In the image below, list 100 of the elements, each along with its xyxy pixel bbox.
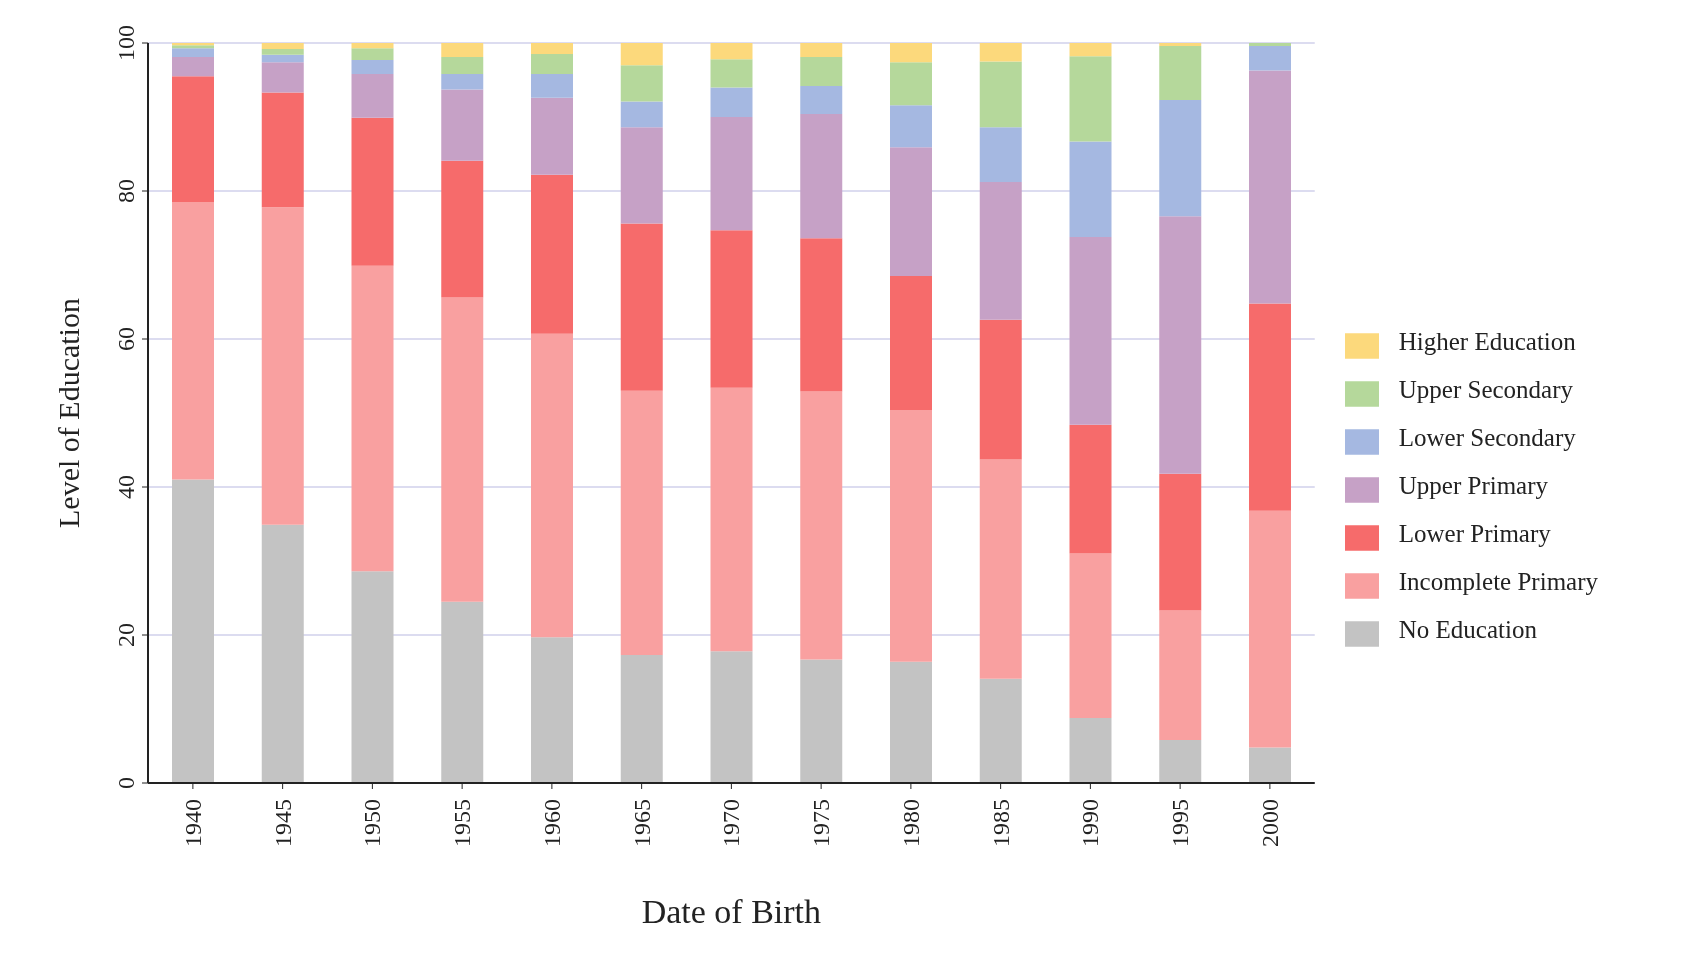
bar — [620, 390, 663, 655]
bar — [172, 48, 214, 58]
x-tick-label: 2000 — [1256, 799, 1283, 847]
bar — [890, 661, 932, 783]
bar — [710, 117, 753, 231]
bar — [890, 276, 932, 411]
bar — [351, 43, 394, 49]
bar — [172, 57, 214, 77]
bar — [710, 59, 753, 88]
bar — [172, 202, 214, 480]
bar — [1249, 510, 1291, 748]
x-tick-label: 1985 — [987, 799, 1014, 847]
x-tick-label: 1970 — [718, 799, 745, 847]
bar — [620, 101, 663, 128]
bar — [351, 117, 394, 266]
bar — [800, 43, 843, 58]
bar — [351, 265, 394, 572]
bar — [1249, 747, 1291, 783]
bar — [441, 43, 484, 58]
bar — [172, 76, 214, 203]
bar — [531, 97, 573, 175]
x-tick-label: 1940 — [179, 799, 206, 847]
bar — [710, 387, 753, 652]
bar — [890, 105, 932, 148]
y-axis-title: Level of Education — [51, 298, 85, 528]
bar — [1159, 45, 1202, 100]
bar — [1159, 610, 1202, 741]
bar — [1159, 99, 1202, 217]
x-tick-label: 1965 — [628, 799, 655, 847]
bar — [710, 43, 753, 60]
bar — [979, 127, 1022, 183]
x-axis-title: Date of Birth — [641, 893, 822, 930]
bar — [261, 524, 304, 783]
bar — [710, 230, 753, 388]
legend-label: Higher Education — [1398, 327, 1576, 355]
legend-label: Lower Primary — [1398, 519, 1551, 547]
bar — [261, 43, 304, 49]
x-tick-label: 1960 — [538, 799, 565, 847]
bar — [1069, 424, 1112, 554]
bar — [441, 74, 484, 90]
bar — [351, 571, 394, 783]
legend-label: Lower Secondary — [1398, 423, 1576, 451]
bar — [441, 601, 484, 783]
bar — [1249, 43, 1291, 46]
bar — [800, 85, 843, 115]
bar — [1249, 45, 1291, 71]
bar — [261, 207, 304, 525]
bar — [979, 182, 1022, 320]
x-tick-label: 1980 — [897, 799, 924, 847]
bar — [800, 391, 843, 660]
bar — [441, 89, 484, 161]
bar — [800, 57, 843, 86]
bar — [620, 127, 663, 224]
y-tick-label: 100 — [113, 25, 139, 61]
bar — [620, 223, 663, 391]
bar — [1069, 553, 1112, 718]
bar — [979, 459, 1022, 679]
bar — [1069, 43, 1112, 57]
bar — [1069, 141, 1112, 237]
bar — [531, 333, 573, 638]
bar — [979, 678, 1022, 783]
bar — [1159, 43, 1202, 46]
bar — [351, 60, 394, 75]
y-tick-label: 80 — [113, 179, 139, 203]
bar — [261, 92, 304, 208]
bar — [261, 48, 304, 55]
bar — [890, 43, 932, 63]
legend-label: No Education — [1398, 615, 1537, 643]
bar — [1159, 473, 1202, 611]
bar — [531, 74, 573, 98]
bar — [261, 62, 304, 93]
x-tick-label: 1955 — [449, 799, 476, 847]
y-tick-label: 0 — [113, 777, 139, 789]
bar — [979, 319, 1022, 460]
bar — [441, 297, 484, 602]
legend-label: Upper Primary — [1398, 471, 1549, 499]
x-tick-label: 1945 — [269, 799, 296, 847]
bar — [351, 74, 394, 118]
bar — [890, 410, 932, 662]
bar — [531, 637, 573, 783]
bar — [890, 147, 932, 277]
bar — [710, 87, 753, 117]
x-tick-label: 1950 — [359, 799, 386, 847]
bar — [979, 61, 1022, 128]
bar — [351, 48, 394, 61]
x-tick-label: 1975 — [808, 799, 835, 847]
y-tick-label: 20 — [113, 623, 139, 647]
bar — [800, 659, 843, 783]
bar — [1249, 303, 1291, 511]
bar — [620, 65, 663, 102]
bar — [172, 479, 214, 783]
legend-label: Incomplete Primary — [1398, 567, 1598, 595]
bar — [1159, 740, 1202, 783]
bar — [620, 43, 663, 66]
bar — [1249, 70, 1291, 304]
bar — [890, 62, 932, 106]
bar — [531, 54, 573, 75]
bar — [261, 54, 304, 63]
bar — [531, 43, 573, 55]
y-tick-label: 40 — [113, 475, 139, 499]
